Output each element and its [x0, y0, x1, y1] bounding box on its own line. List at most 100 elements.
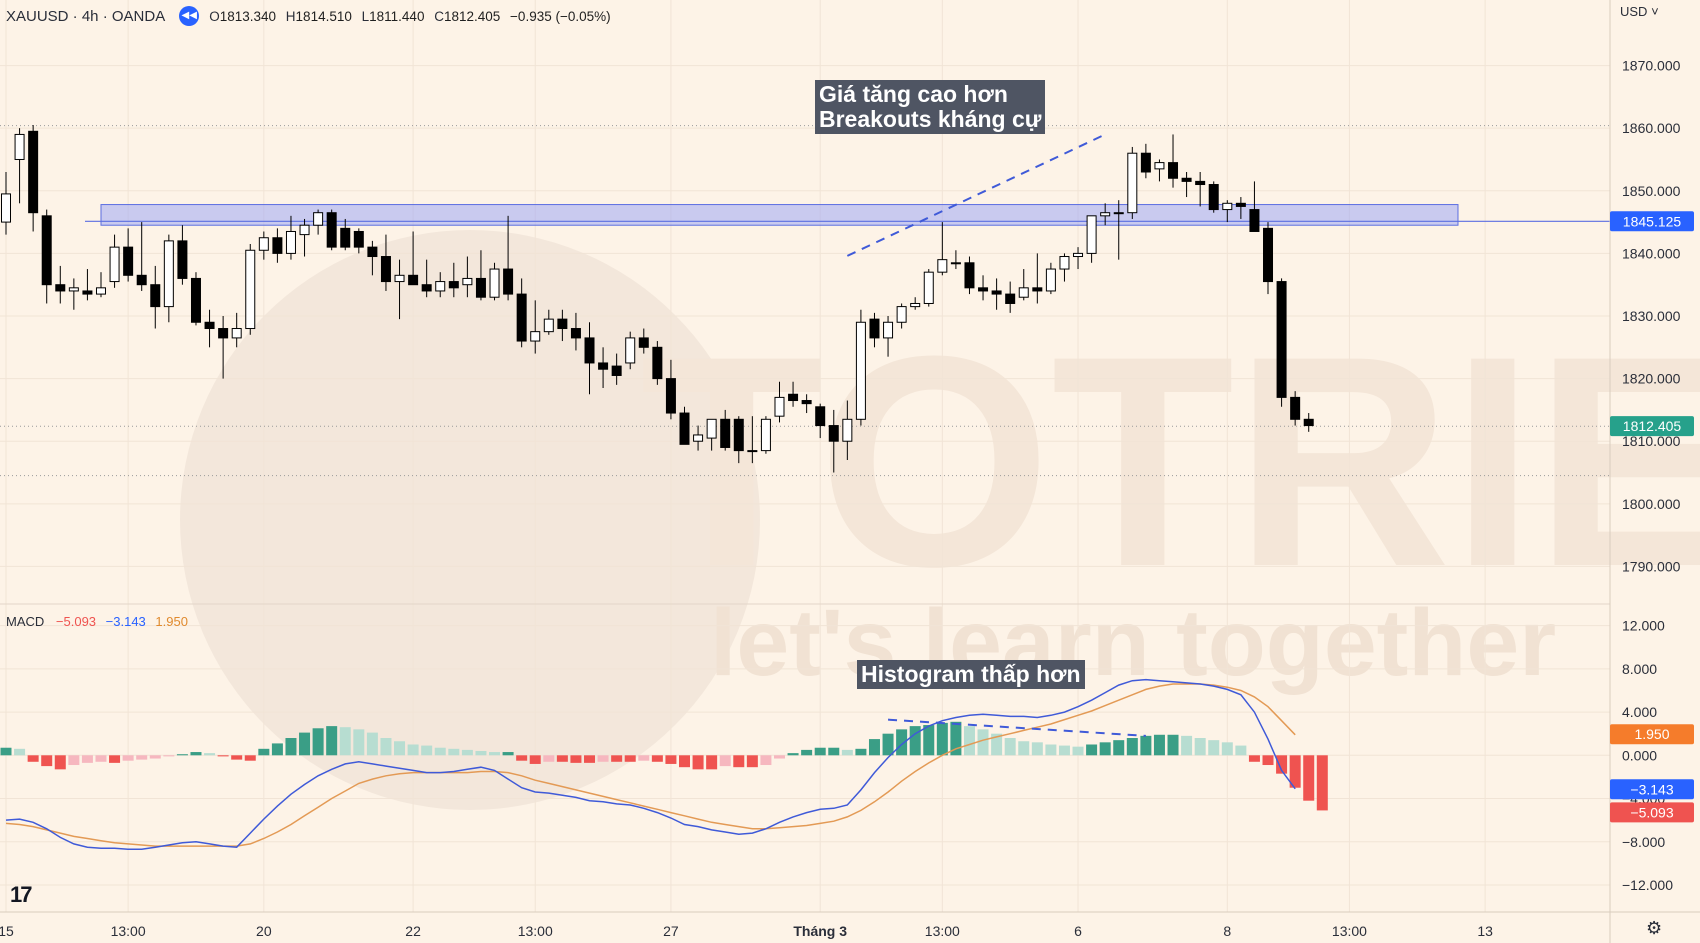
x-tick-label: Tháng 3 [793, 923, 847, 939]
macd-tick-label: −12.000 [1622, 877, 1673, 893]
bear-candle [828, 425, 839, 442]
symbol-title[interactable]: XAUUSD · 4h · OANDA [6, 7, 166, 25]
histogram-bar-positive [339, 727, 351, 756]
histogram-bar-positive [1140, 735, 1152, 756]
gear-icon[interactable]: ⚙ [1646, 918, 1663, 938]
bull-candle [1086, 215, 1097, 254]
high-value: 1814.510 [295, 8, 352, 24]
bull-candle [923, 271, 934, 304]
price-tick-label: 1810.000 [1622, 433, 1681, 449]
bull-candle [530, 331, 541, 342]
histogram-bar-positive [353, 729, 365, 756]
bull-candle [896, 306, 907, 323]
histogram-bar-negative [1248, 755, 1260, 762]
histogram-bar-positive [407, 744, 419, 756]
bull-candle [842, 418, 853, 442]
macd-lines [5, 678, 1296, 851]
bull-candle [95, 287, 106, 295]
histogram-bar-positive [950, 721, 962, 756]
bear-candle [557, 318, 568, 330]
histogram-bar-positive [814, 747, 826, 756]
histogram-bar-negative [733, 755, 745, 768]
tradingview-logo[interactable]: 17 [10, 882, 33, 907]
change-value: −0.935 (−0.05%) [510, 8, 611, 24]
chevron-down-icon: ˅ [1651, 4, 1659, 19]
price-tick-label: 1800.000 [1622, 496, 1681, 512]
histogram-bar-positive [828, 747, 840, 756]
bear-candle [1235, 202, 1246, 207]
bull-candle [489, 268, 500, 298]
bear-candle [1303, 418, 1314, 427]
bull-candle [950, 262, 961, 265]
bear-candle [353, 230, 364, 248]
high-label: H [285, 8, 296, 24]
bull-candle [937, 259, 948, 273]
histogram-bar-positive [461, 749, 473, 756]
signal-value-badge-bg [1610, 724, 1694, 745]
histogram-bar-positive [0, 747, 12, 756]
histogram-bar-negative [1316, 755, 1328, 811]
histogram-value-badge-bg [1610, 802, 1694, 823]
macd-tick-label: 4.000 [1622, 704, 1657, 720]
histogram-bar-negative [54, 755, 66, 770]
x-tick-label: 13 [1477, 923, 1493, 939]
bear-candle [1208, 184, 1219, 211]
candlestick-series [1, 125, 1314, 473]
histogram-bar-negative [679, 755, 690, 768]
histogram-bar-negative [1289, 755, 1301, 788]
histogram-bar-negative [81, 755, 93, 763]
histogram-bar-positive [258, 748, 270, 756]
bull-candle [1154, 162, 1165, 170]
x-tick-label: 8 [1223, 923, 1231, 939]
bull-candle [245, 249, 256, 330]
bear-candle [570, 328, 581, 339]
svg-text:TOTRIEU: TOTRIEU [640, 293, 1700, 629]
macd-line [5, 678, 1296, 851]
histogram-bar-negative [68, 755, 80, 766]
histogram-bar-positive [1086, 744, 1098, 756]
histogram-bar-positive [204, 753, 216, 756]
histogram-bar-negative [109, 755, 121, 763]
histogram-bar-positive [312, 728, 324, 756]
bear-candle [55, 284, 66, 292]
histogram-bar-positive [366, 732, 378, 756]
signal-value-badge: 1.950 [1634, 726, 1669, 742]
histogram-bar-negative [584, 755, 596, 763]
histogram-bar-negative [1303, 755, 1315, 801]
bull-candle [231, 328, 242, 339]
bear-candle [1263, 227, 1274, 283]
bear-candle [665, 378, 676, 414]
currency-selector[interactable]: USD ˅ [1620, 4, 1659, 19]
bear-candle [340, 227, 351, 248]
macd-tick-label: 12.000 [1622, 618, 1665, 634]
histogram-bar-positive [1031, 742, 1043, 756]
histogram-bar-negative [665, 755, 677, 764]
histogram-bar-negative [41, 755, 53, 767]
histogram-bar-positive [299, 732, 311, 756]
histogram-bar-positive [923, 725, 935, 756]
histogram-bar-negative [136, 755, 148, 760]
histogram-annotation: Histogram thấp hơn [857, 660, 1085, 689]
bear-candle [516, 293, 527, 342]
histogram-bar-negative [543, 755, 555, 762]
histogram-bar-positive [1126, 738, 1138, 756]
histogram-bar-positive [787, 753, 799, 756]
price-tick-label: 1860.000 [1622, 120, 1681, 136]
histogram-bar-negative [570, 755, 582, 763]
price-tick-label: 1850.000 [1622, 183, 1681, 199]
rewind-icon[interactable]: ◀◀ [179, 6, 200, 26]
histogram-bar-positive [1045, 744, 1057, 756]
currency-label: USD [1620, 4, 1648, 19]
bear-candle [190, 277, 201, 323]
price-tick-label: 1870.000 [1622, 58, 1681, 74]
macd-legend[interactable]: MACD −5.093 −3.143 1.950 [6, 614, 188, 629]
bear-candle [204, 321, 215, 330]
histogram-bar-positive [1058, 745, 1070, 756]
histogram-annotation-text: Histogram thấp hơn [861, 661, 1081, 687]
bull-candle [543, 318, 554, 333]
histogram-bar-positive [841, 749, 853, 756]
bear-candle [41, 215, 52, 286]
bull-candle [1018, 287, 1029, 298]
histogram-bar-negative [556, 755, 568, 762]
